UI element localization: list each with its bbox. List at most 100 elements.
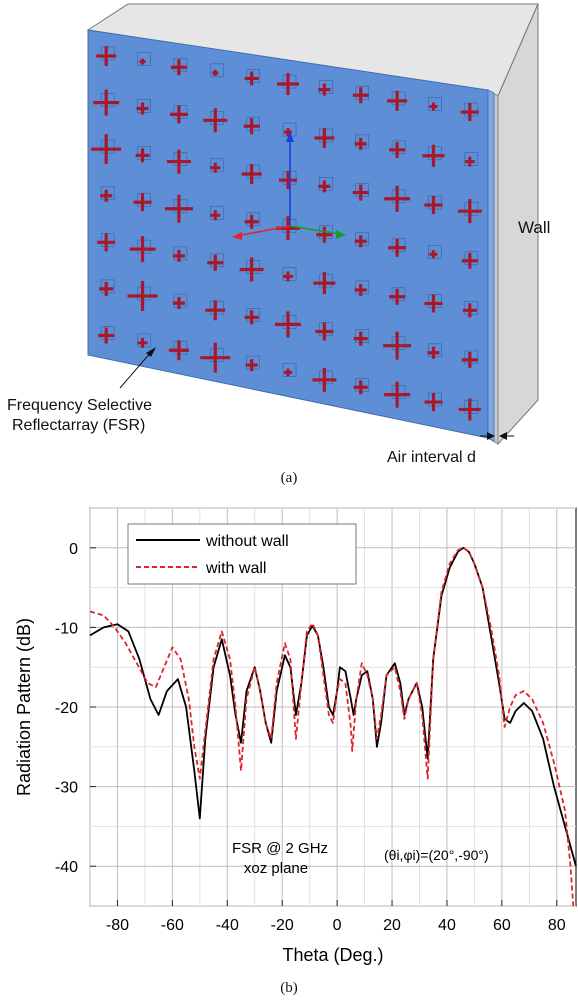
cross-element: [96, 46, 117, 67]
cross-element: [422, 144, 445, 167]
x-tick-label: -20: [271, 917, 294, 934]
cross-element: [354, 235, 367, 248]
cross-element: [244, 214, 259, 229]
cross-element: [424, 195, 443, 214]
cross-element: [461, 351, 478, 368]
y-tick-label: 0: [69, 541, 78, 558]
fsr-label-line2: Reflectarray (FSR): [12, 417, 146, 434]
y-tick-label: -10: [55, 620, 78, 637]
cross-element: [97, 233, 116, 252]
fsr-3d-illustration: [86, 3, 539, 446]
y-tick-label: -40: [55, 859, 78, 876]
x-axis-label: Theta (Deg.): [282, 945, 383, 965]
cross-element: [100, 189, 113, 202]
cross-element: [460, 103, 479, 122]
cross-element: [243, 118, 260, 135]
cross-element: [136, 102, 149, 115]
cross-element: [200, 342, 231, 373]
cross-element: [383, 331, 412, 360]
cross-element: [275, 311, 301, 338]
x-tick-label: -60: [161, 917, 184, 934]
x-tick-label: 60: [493, 917, 511, 934]
wall-label: Wall: [518, 218, 551, 237]
caption-b: (b): [280, 980, 298, 996]
y-tick-label: -30: [55, 780, 78, 797]
cross-element: [318, 83, 331, 96]
cross-element: [99, 281, 114, 296]
cross-element: [172, 297, 185, 310]
cross-element: [318, 180, 331, 193]
y-axis-label: Radiation Pattern (dB): [14, 618, 34, 796]
cross-element: [244, 71, 259, 86]
legend-label-with-wall: with wall: [205, 560, 266, 577]
unit-cell-outline: [209, 63, 224, 78]
cross-element: [384, 381, 411, 408]
cross-element: [384, 185, 411, 212]
cross-element: [284, 128, 292, 137]
cross-element: [241, 163, 262, 184]
cross-element: [352, 184, 369, 201]
cross-element: [353, 331, 368, 346]
cross-element: [314, 128, 335, 149]
cross-element: [203, 108, 228, 133]
cross-element: [316, 226, 333, 243]
cross-element: [457, 199, 482, 224]
cross-element: [277, 73, 299, 96]
cross-element: [388, 238, 407, 257]
fsr-pointer-arrow: [119, 350, 153, 389]
cross-element: [210, 162, 221, 173]
cross-element: [168, 340, 189, 361]
cross-element: [133, 193, 152, 212]
x-tick-label: 0: [333, 917, 342, 934]
legend: without wall with wall: [127, 523, 357, 585]
cross-element: [244, 310, 259, 325]
cross-element: [205, 300, 226, 321]
cross-element: [212, 69, 219, 76]
cross-element: [353, 380, 368, 395]
legend-label-without-wall: without wall: [205, 533, 289, 550]
cross-element: [313, 272, 336, 295]
cross-element: [279, 171, 297, 190]
cross-element: [127, 281, 158, 312]
cross-element: [91, 134, 122, 165]
x-tick-label: 40: [438, 917, 456, 934]
cross-element: [245, 359, 258, 372]
fsr-cross-elements: [91, 46, 482, 421]
air-interval-arrows: [480, 432, 514, 440]
cross-element: [129, 236, 156, 263]
fsr-panel-edge: [487, 89, 495, 442]
cross-element: [352, 87, 369, 104]
cross-element: [239, 257, 264, 282]
cross-element: [354, 283, 367, 296]
cross-element: [389, 288, 406, 305]
cross-element: [387, 90, 408, 111]
annotation-frequency: FSR @ 2 GHz: [232, 840, 328, 857]
cross-element: [315, 322, 334, 341]
cross-element: [98, 327, 115, 344]
cross-element: [424, 294, 443, 313]
cross-element: [172, 249, 185, 262]
y-tick-label: -20: [55, 700, 78, 717]
cross-element: [137, 337, 148, 348]
cross-element: [166, 149, 191, 174]
cross-element: [164, 194, 193, 223]
cross-element: [207, 254, 224, 271]
air-interval-label: Air interval d: [387, 449, 476, 466]
annotation-plane: xoz plane: [244, 860, 308, 877]
cross-element: [389, 141, 406, 158]
cross-element: [429, 250, 438, 259]
unit-cell-outline: [137, 52, 151, 66]
cross-element: [139, 58, 146, 65]
series-line-without-wall: [89, 546, 577, 867]
cross-element: [424, 393, 443, 412]
x-tick-label: -40: [216, 917, 239, 934]
x-tick-label: 80: [548, 917, 566, 934]
cross-element: [284, 368, 292, 377]
cross-element: [93, 89, 120, 116]
cross-element: [462, 303, 477, 318]
cross-element: [170, 59, 187, 76]
annotation-incidence-angle: (θi,φi)=(20°,-90°): [384, 847, 489, 863]
cross-element: [429, 102, 438, 111]
x-tick-label: 20: [383, 917, 401, 934]
